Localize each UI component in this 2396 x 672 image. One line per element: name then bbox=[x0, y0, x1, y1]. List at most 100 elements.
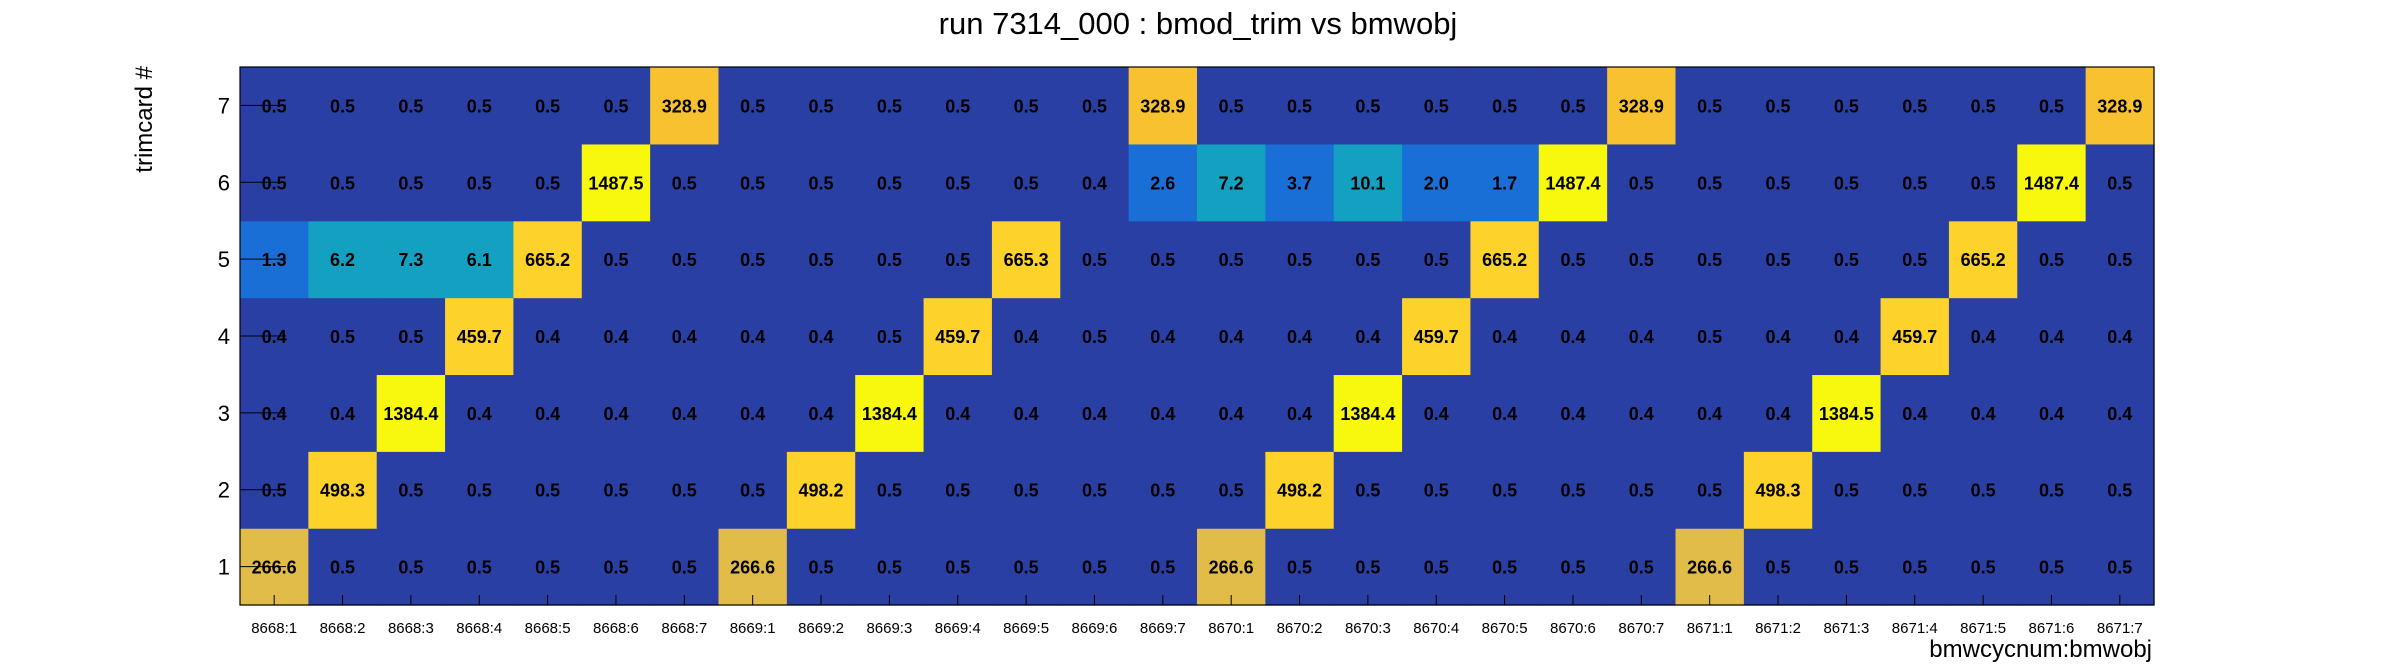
cell-value-label: 328.9 bbox=[662, 96, 707, 116]
cell-value-label: 0.4 bbox=[603, 404, 628, 424]
y-tick-label: 7 bbox=[218, 93, 230, 118]
cell-value-label: 0.5 bbox=[1697, 173, 1722, 193]
heatmap-cell bbox=[855, 67, 925, 145]
cell-value-label: 7.2 bbox=[1219, 173, 1244, 193]
heatmap-cell bbox=[1743, 451, 1813, 529]
heatmap-cell bbox=[1060, 220, 1130, 299]
cell-value-label: 0.5 bbox=[1219, 481, 1244, 501]
heatmap-cell bbox=[2017, 528, 2087, 606]
heatmap-cell bbox=[1948, 297, 2018, 376]
cell-value-label: 0.5 bbox=[1014, 173, 1039, 193]
cell-value-label: 0.4 bbox=[1150, 327, 1175, 347]
heatmap-cell bbox=[1128, 451, 1198, 529]
cell-value-label: 0.4 bbox=[330, 404, 355, 424]
heatmap-cell bbox=[2017, 220, 2087, 299]
heatmap-cell bbox=[1880, 67, 1950, 145]
cell-value-label: 6.1 bbox=[467, 250, 492, 270]
cell-value-label: 0.5 bbox=[877, 96, 902, 116]
x-axis-title: bmwcycnum:bmwobj bbox=[1929, 636, 2152, 663]
cell-value-label: 0.5 bbox=[535, 558, 560, 578]
cell-value-label: 0.5 bbox=[1766, 250, 1791, 270]
x-tick-label: 8669:6 bbox=[1072, 620, 1118, 637]
cell-value-label: 328.9 bbox=[1140, 96, 1185, 116]
heatmap-cell bbox=[991, 220, 1061, 299]
cell-value-label: 0.5 bbox=[945, 96, 970, 116]
cell-value-label: 7.3 bbox=[398, 250, 423, 270]
heatmap-cell bbox=[376, 143, 446, 222]
cell-value-label: 0.5 bbox=[1355, 481, 1380, 501]
heatmap-cell bbox=[786, 528, 856, 606]
heatmap-cells bbox=[240, 67, 2155, 606]
heatmap-cell bbox=[445, 220, 515, 299]
heatmap-cell bbox=[2085, 143, 2155, 222]
heatmap-cell bbox=[2017, 67, 2087, 145]
cell-value-label: 1487.5 bbox=[588, 173, 643, 193]
cell-value-label: 0.5 bbox=[1902, 96, 1927, 116]
cell-value-label: 266.6 bbox=[730, 558, 775, 578]
heatmap-cell bbox=[1197, 528, 1266, 606]
cell-value-label: 0.5 bbox=[740, 250, 765, 270]
heatmap-cell bbox=[308, 374, 378, 452]
cell-value-label: 0.5 bbox=[1150, 558, 1175, 578]
heatmap-cell bbox=[581, 297, 651, 376]
cell-value-label: 0.5 bbox=[1766, 96, 1791, 116]
x-tick-label: 8670:6 bbox=[1550, 620, 1596, 637]
heatmap-cell bbox=[308, 528, 378, 606]
heatmap-cell bbox=[1607, 297, 1677, 376]
cell-value-label: 0.4 bbox=[1560, 404, 1585, 424]
cell-value-label: 1384.4 bbox=[862, 404, 917, 424]
heatmap-cell bbox=[2017, 297, 2087, 376]
heatmap-cell bbox=[650, 374, 720, 452]
heatmap-cell bbox=[445, 297, 515, 376]
heatmap-cell bbox=[308, 451, 378, 529]
cell-value-label: 0.5 bbox=[398, 558, 423, 578]
heatmap-cell bbox=[1675, 451, 1745, 529]
cell-value-label: 0.5 bbox=[1629, 250, 1654, 270]
cell-value-label: 0.5 bbox=[2039, 558, 2064, 578]
heatmap-cell bbox=[1880, 528, 1950, 606]
x-tick-label: 8669:3 bbox=[866, 620, 912, 637]
cell-value-label: 0.5 bbox=[330, 173, 355, 193]
cell-value-label: 0.4 bbox=[672, 404, 697, 424]
heatmap-cell bbox=[445, 67, 515, 145]
heatmap-cell bbox=[1607, 374, 1677, 452]
cell-value-label: 0.4 bbox=[262, 327, 287, 347]
heatmap-cell bbox=[1402, 67, 1472, 145]
heatmap-cell bbox=[1265, 528, 1335, 606]
cell-value-label: 0.5 bbox=[1834, 250, 1859, 270]
cell-value-label: 0.5 bbox=[877, 558, 902, 578]
x-tick-label: 8671:3 bbox=[1823, 620, 1869, 637]
cell-value-label: 0.5 bbox=[1834, 481, 1859, 501]
heatmap-cell bbox=[718, 220, 788, 299]
heatmap-cell bbox=[786, 143, 856, 222]
heatmap-cell bbox=[1607, 67, 1677, 145]
cell-value-label: 0.5 bbox=[672, 481, 697, 501]
heatmap-cell bbox=[308, 67, 378, 145]
cell-value-label: 0.4 bbox=[740, 327, 765, 347]
cell-value-labels: 266.6 0.5 0.5 0.5 0.5 0.5 0.5 266.6 0.5 0.5 0.5 0.5… bbox=[252, 96, 2143, 577]
heatmap-cell bbox=[1197, 374, 1266, 452]
heatmap-cell bbox=[1675, 220, 1745, 299]
cell-value-label: 0.4 bbox=[1219, 404, 1244, 424]
heatmap-cell bbox=[1333, 220, 1403, 299]
heatmap-cell bbox=[991, 528, 1061, 606]
x-tick-label: 8668:4 bbox=[456, 620, 502, 637]
heatmap-cell bbox=[1538, 374, 1608, 452]
cell-value-label: 0.5 bbox=[1014, 481, 1039, 501]
cell-value-label: 0.5 bbox=[1697, 250, 1722, 270]
heatmap-cell bbox=[1675, 143, 1745, 222]
heatmap-cell bbox=[1197, 143, 1266, 222]
x-tick-label: 8671:6 bbox=[2029, 620, 2075, 637]
heatmap-cell bbox=[513, 143, 583, 222]
heatmap-cell bbox=[2085, 67, 2155, 145]
cell-value-label: 0.5 bbox=[467, 558, 492, 578]
cell-value-label: 0.5 bbox=[1766, 558, 1791, 578]
heatmap-cell bbox=[445, 528, 515, 606]
heatmap-cell bbox=[1948, 528, 2018, 606]
cell-value-label: 0.5 bbox=[1629, 558, 1654, 578]
heatmap-cell bbox=[308, 143, 378, 222]
x-tick-label: 8671:5 bbox=[1960, 620, 2006, 637]
heatmap-cell bbox=[923, 374, 993, 452]
heatmap-cell bbox=[581, 374, 651, 452]
